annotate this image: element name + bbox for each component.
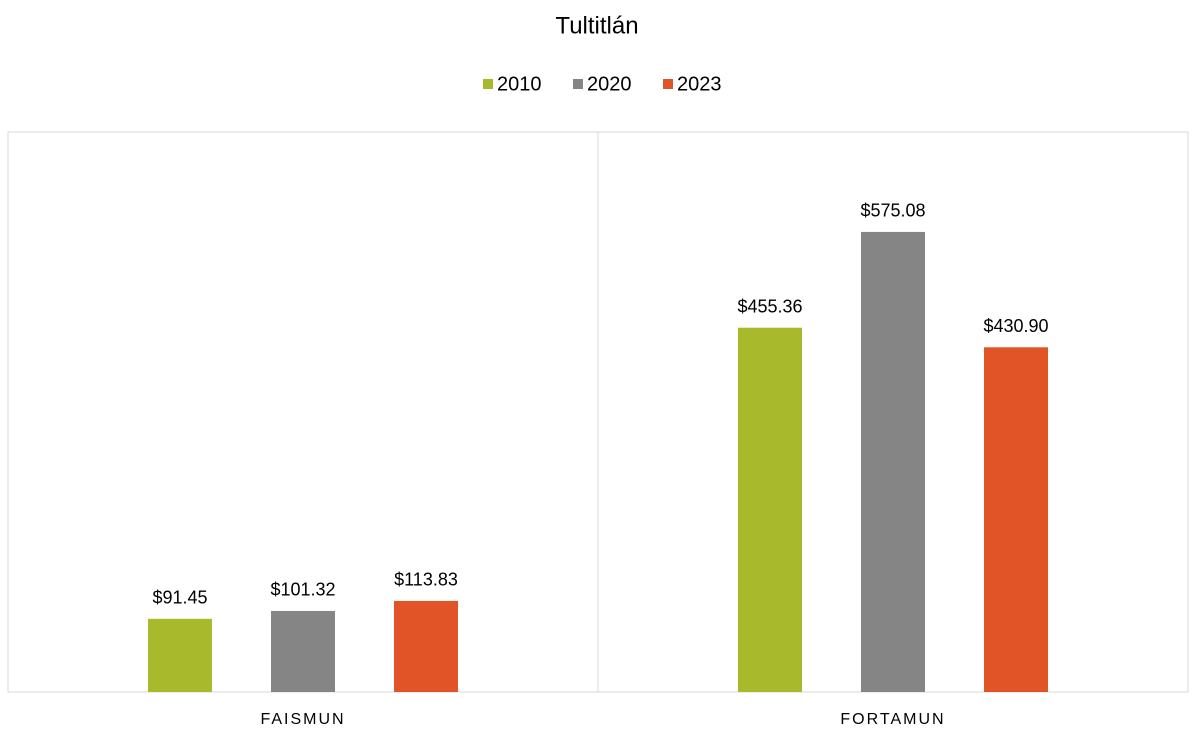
x-tick-label: FAISMUN — [260, 711, 345, 728]
data-label: $91.45 — [152, 588, 207, 608]
legend-swatch — [483, 79, 493, 89]
data-label: $101.32 — [270, 580, 335, 600]
bar — [394, 600, 458, 692]
legend-label: 2020 — [587, 73, 632, 95]
chart-title: Tultitlán — [555, 12, 638, 39]
bar — [148, 618, 212, 692]
legend-swatch — [573, 79, 583, 89]
x-tick-label: FORTAMUN — [840, 711, 945, 728]
data-label: $455.36 — [737, 296, 802, 316]
bar — [738, 327, 802, 692]
bar — [861, 231, 925, 692]
data-label: $113.83 — [394, 570, 458, 590]
data-label: $430.90 — [983, 316, 1048, 336]
legend-label: 2010 — [497, 73, 542, 95]
data-label: $575.08 — [860, 201, 925, 221]
bar — [984, 347, 1048, 692]
legend-swatch — [663, 79, 673, 89]
legend-label: 2023 — [677, 73, 722, 95]
bar — [271, 610, 335, 692]
